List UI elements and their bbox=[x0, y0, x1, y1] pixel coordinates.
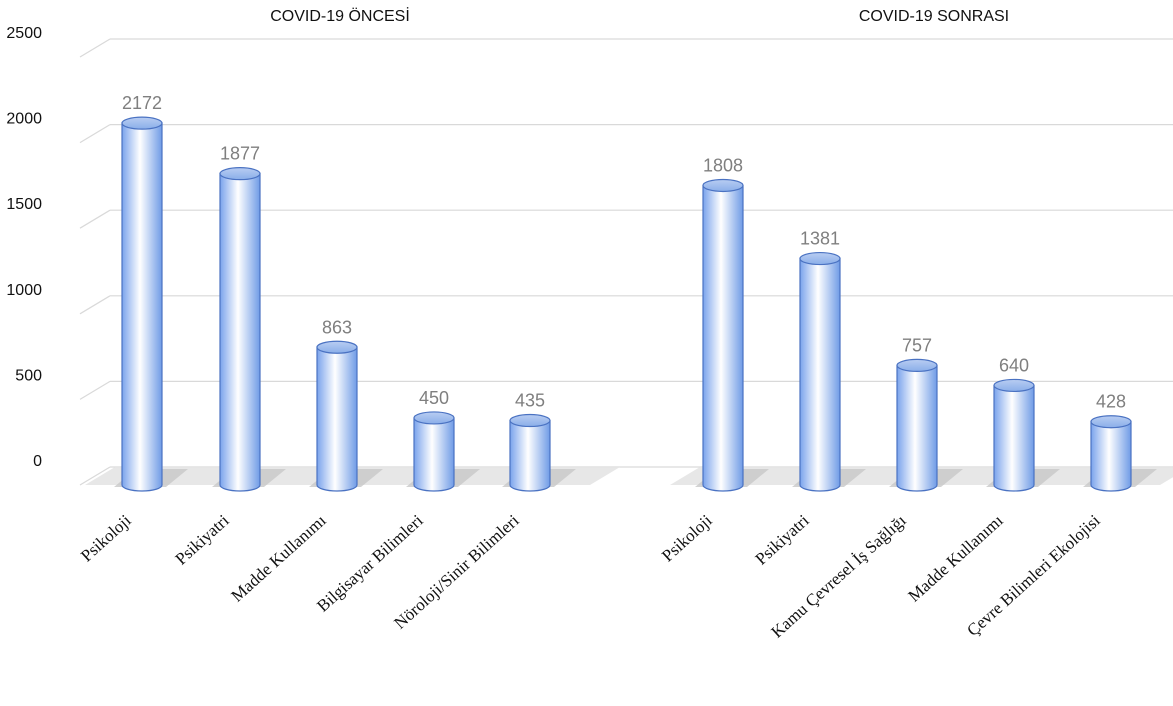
y-tick-label: 1000 bbox=[6, 282, 42, 299]
bars bbox=[121, 116, 1132, 492]
x-tick-label: Madde Kullanımı bbox=[904, 511, 1006, 606]
data-label: 1808 bbox=[703, 155, 743, 175]
data-label: 863 bbox=[322, 317, 352, 337]
y-tick-label: 0 bbox=[33, 453, 42, 470]
data-label: 757 bbox=[902, 335, 932, 355]
y-tick-label: 500 bbox=[15, 367, 42, 384]
data-label: 1381 bbox=[800, 229, 840, 249]
gridline-edge bbox=[79, 295, 111, 315]
data-label: 640 bbox=[999, 355, 1029, 375]
bar bbox=[413, 417, 455, 492]
x-tick-label: Psikoloji bbox=[658, 511, 716, 566]
data-label: 1877 bbox=[220, 144, 260, 164]
data-label: 435 bbox=[515, 391, 545, 411]
bar bbox=[993, 384, 1035, 492]
bar-cap bbox=[1090, 415, 1132, 429]
y-tick-label: 2500 bbox=[6, 25, 42, 42]
bar bbox=[316, 346, 358, 492]
bar bbox=[121, 122, 163, 492]
bar-cap bbox=[121, 116, 163, 130]
bar-cap bbox=[413, 411, 455, 425]
bar-cap bbox=[993, 378, 1035, 393]
x-tick-label: Psikiyatri bbox=[172, 511, 233, 569]
bar-cap bbox=[219, 167, 261, 181]
panel-title-before: COVID-19 ÖNCESİ bbox=[270, 8, 410, 25]
x-tick-label: Psikiyatri bbox=[752, 511, 813, 569]
data-label: 428 bbox=[1096, 392, 1126, 412]
bar-cap bbox=[896, 358, 938, 373]
bar-cap bbox=[702, 178, 744, 193]
bar bbox=[1090, 421, 1132, 492]
gridline-edge bbox=[79, 38, 111, 58]
bar-cap bbox=[509, 413, 551, 428]
panel-title-after: COVID-19 SONRASI bbox=[858, 8, 1010, 25]
bar bbox=[509, 419, 551, 492]
bar bbox=[702, 184, 744, 492]
gridline-edge bbox=[79, 209, 111, 229]
gridline-edge bbox=[79, 124, 111, 144]
y-tick-label: 2000 bbox=[6, 111, 42, 128]
gridline-edge bbox=[79, 466, 111, 486]
bar bbox=[896, 364, 938, 492]
labels: 0 500 1000 1500 2000 2500 2172 Psikoloji 1877 Psi… bbox=[6, 25, 1126, 642]
bar bbox=[799, 257, 841, 492]
bar-cap bbox=[316, 340, 358, 354]
bar bbox=[219, 173, 261, 492]
gridline-edge bbox=[79, 380, 111, 400]
data-label: 2172 bbox=[122, 93, 162, 113]
x-tick-label: Psikoloji bbox=[77, 511, 135, 566]
y-tick-label: 1500 bbox=[6, 196, 42, 213]
x-tick-label: Madde Kullanımı bbox=[227, 511, 329, 606]
data-label: 450 bbox=[419, 388, 449, 408]
bar-cap bbox=[799, 251, 841, 266]
